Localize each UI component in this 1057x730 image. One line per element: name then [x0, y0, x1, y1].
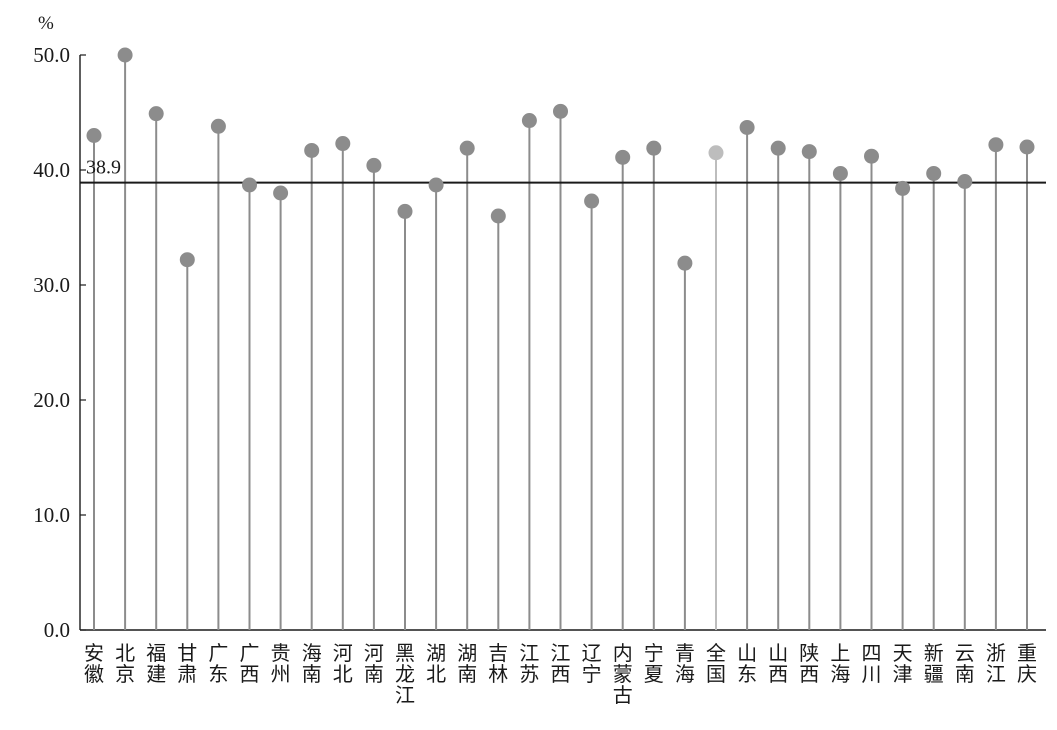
y-axis-ticks: 0.0 10.0 20.0 30.0 40.0 50.0 — [33, 43, 86, 642]
data-point-28 — [957, 174, 973, 189]
x-tick-label: 宁夏 — [644, 642, 664, 686]
data-point-9 — [366, 157, 382, 173]
x-tick-label: 广东 — [208, 642, 228, 686]
y-tick-label: 50.0 — [33, 43, 70, 67]
y-tick-label: 0.0 — [44, 618, 70, 642]
x-tick-label: 内蒙古 — [613, 642, 633, 707]
x-tick-label: 浙江 — [986, 642, 1006, 686]
data-point-30 — [1019, 139, 1035, 155]
data-point-11 — [428, 177, 444, 193]
x-tick-label: 海南 — [302, 642, 322, 686]
x-tick-label: 吉林 — [488, 642, 508, 686]
x-tick-label: 广西 — [240, 642, 260, 686]
y-tick-label: 20.0 — [33, 388, 70, 412]
data-point-1 — [117, 47, 133, 63]
x-tick-label: 全国 — [706, 642, 726, 686]
x-tick-label: 黑龙江 — [395, 643, 415, 707]
data-point-3 — [179, 252, 195, 268]
data-point-10 — [397, 203, 413, 219]
data-point-8 — [335, 136, 351, 152]
data-point-4 — [210, 118, 226, 134]
x-tick-label: 云南 — [955, 643, 975, 686]
data-point-24 — [832, 165, 848, 181]
x-axis-tick-labels: 安徽北京福建甘肃广东广西贵州海南河北河南黑龙江湖北湖南吉林江苏江西辽宁内蒙古宁夏… — [84, 642, 1037, 707]
data-point-18 — [646, 140, 662, 156]
data-point-5 — [242, 177, 257, 193]
data-point-6 — [273, 185, 289, 201]
data-point-0 — [86, 128, 102, 143]
x-tick-label: 福建 — [146, 642, 166, 686]
data-point-19 — [677, 255, 693, 271]
x-tick-label: 安徽 — [84, 642, 104, 686]
data-point-7 — [304, 142, 320, 158]
data-point-12 — [459, 140, 475, 156]
x-tick-label: 四川 — [862, 643, 882, 686]
x-tick-label: 陕西 — [799, 642, 819, 686]
x-tick-label: 山东 — [737, 642, 757, 686]
data-point-20 — [708, 145, 724, 161]
reference-line-label: 38.9 — [86, 157, 121, 179]
data-point-21 — [739, 119, 755, 135]
data-point-14 — [521, 113, 537, 129]
y-tick-label: 10.0 — [33, 503, 70, 527]
data-point-29 — [988, 137, 1004, 153]
data-point-17 — [615, 149, 631, 165]
data-point-16 — [584, 193, 600, 209]
x-tick-label: 天津 — [893, 643, 913, 686]
data-point-15 — [553, 103, 568, 119]
data-point-23 — [801, 144, 817, 160]
x-tick-label: 河北 — [333, 642, 353, 686]
x-tick-label: 贵州 — [271, 642, 291, 686]
y-axis-unit-label: % — [38, 13, 54, 34]
data-point-25 — [864, 148, 879, 164]
x-tick-label: 湖南 — [457, 642, 477, 686]
x-tick-label: 湖北 — [426, 642, 446, 686]
lollipop-dots — [86, 47, 1035, 271]
x-tick-label: 河南 — [364, 642, 384, 686]
x-tick-label: 江苏 — [519, 642, 539, 686]
y-tick-label: 30.0 — [33, 273, 70, 297]
x-tick-label: 山西 — [768, 642, 788, 686]
x-tick-label: 上海 — [830, 642, 850, 686]
data-point-27 — [926, 165, 942, 181]
x-tick-label: 辽宁 — [582, 642, 602, 686]
x-tick-label: 新疆 — [924, 642, 944, 686]
x-tick-label: 北京 — [115, 642, 135, 686]
data-point-2 — [148, 106, 164, 122]
x-tick-label: 重庆 — [1017, 642, 1037, 686]
x-tick-label: 青海 — [675, 642, 695, 686]
data-point-26 — [895, 180, 911, 196]
data-point-13 — [490, 208, 506, 224]
x-tick-label: 甘肃 — [177, 642, 197, 686]
y-tick-label: 40.0 — [33, 158, 70, 182]
x-tick-label: 江西 — [551, 642, 571, 686]
lollipop-stems — [93, 55, 1028, 630]
data-point-22 — [770, 140, 786, 156]
